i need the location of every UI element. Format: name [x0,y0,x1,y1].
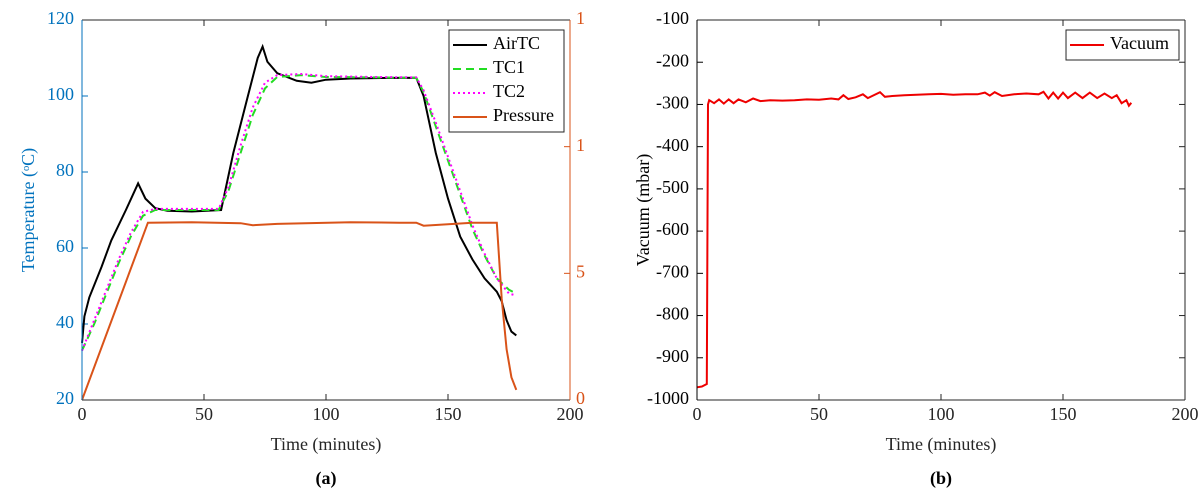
x-tick-label: 0 [693,404,702,424]
y-tick-label: 120 [47,8,74,28]
y-tick-label: -900 [656,346,689,366]
series-line [696,90,1133,389]
legend-label: TC2 [493,81,525,101]
legend-label: Pressure [493,105,554,125]
caption: (a) [316,468,337,489]
y-tick-label: 20 [56,388,74,408]
y-tick-label: -700 [656,261,689,281]
y-tick-label: -800 [656,304,689,324]
y-tick-label: -500 [656,177,689,197]
y-tick-label: 40 [56,312,74,332]
y-tick-label: -400 [656,135,689,155]
x-tick-label: 50 [810,404,828,424]
x-tick-label: 200 [557,404,584,424]
legend-label: TC1 [493,57,525,77]
x-tick-label: 150 [435,404,462,424]
x-tick-label: 100 [313,404,340,424]
caption: (b) [930,468,952,489]
y-tick-label: -600 [656,219,689,239]
y-tick-label: 80 [56,160,74,180]
y-tick-label: -300 [656,93,689,113]
legend-label: Vacuum [1110,33,1169,53]
x-tick-label: 50 [195,404,213,424]
y-tick-label: -100 [656,8,689,28]
y2-tick-label: 1 [576,135,585,155]
x-axis-label: Time (minutes) [271,434,382,455]
x-tick-label: 0 [78,404,87,424]
series-line [81,74,517,352]
y-tick-label: -200 [656,50,689,70]
y-axis-label: Temperature (ᵒC) [18,148,39,272]
y2-tick-label: 1 [576,8,585,28]
y2-tick-label: 5 [576,261,585,281]
y-tick-label: -1000 [647,388,689,408]
legend-label: AirTC [493,33,540,53]
x-tick-label: 100 [928,404,955,424]
y-tick-label: 100 [47,84,74,104]
x-tick-label: 150 [1050,404,1077,424]
x-axis-label: Time (minutes) [886,434,997,455]
series-line [81,221,518,401]
y2-tick-label: 0 [576,388,585,408]
series-line [81,43,517,344]
x-tick-label: 200 [1172,404,1199,424]
series-line [81,72,517,351]
legend-box [448,29,565,133]
y-tick-label: 60 [56,236,74,256]
y-axis-label: Vacuum (mbar) [633,154,654,266]
